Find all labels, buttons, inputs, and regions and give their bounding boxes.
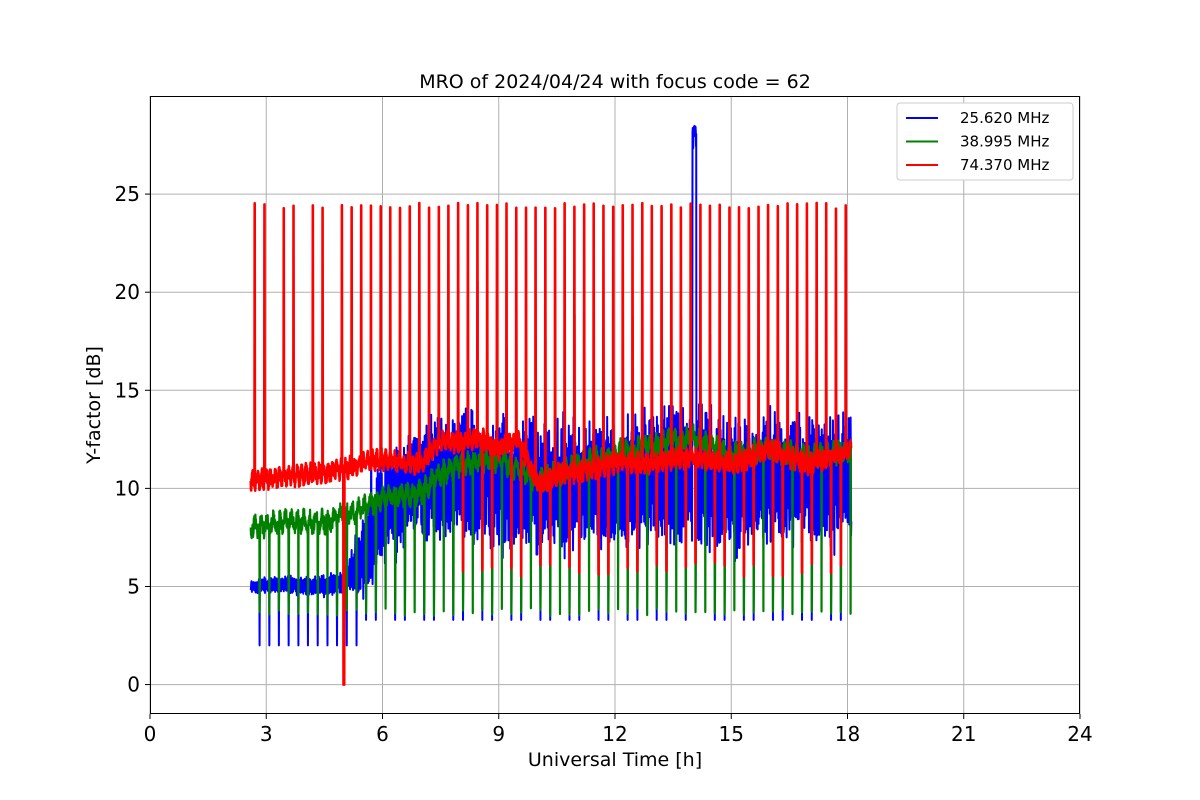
- y-tick-label: 25: [115, 182, 140, 206]
- y-tick-label: 15: [115, 378, 140, 402]
- legend-entry: 25.620 MHz: [960, 109, 1049, 127]
- x-axis: 0 3 6 9 12 15 18 21 24: [144, 714, 1093, 746]
- y-axis: 0 5 10 15 20 25: [115, 182, 150, 697]
- legend-entry: 38.995 MHz: [960, 133, 1049, 151]
- series-line-25620: [249, 124, 853, 647]
- x-axis-label: Universal Time [h]: [528, 749, 702, 771]
- x-tick-label: 24: [1067, 722, 1092, 746]
- x-tick-label: 18: [835, 722, 860, 746]
- legend-box: [896, 102, 1074, 181]
- x-tick-label: 0: [144, 722, 157, 746]
- y-tick-label: 10: [115, 476, 140, 500]
- y-tick-label: 20: [115, 280, 140, 304]
- chart-title: MRO of 2024/04/24 with focus code = 62: [419, 71, 811, 93]
- legend[interactable]: 25.620 MHz 38.995 MHz 74.370 MHz: [896, 102, 1074, 181]
- y-tick-label: 0: [127, 673, 140, 697]
- x-tick-label: 3: [260, 722, 273, 746]
- y-axis-label: Y-factor [dB]: [83, 346, 105, 465]
- plot-frame: [150, 96, 1080, 714]
- x-tick-label: 21: [951, 722, 976, 746]
- x-tick-label: 12: [602, 722, 627, 746]
- legend-entry: 74.370 MHz: [960, 156, 1049, 174]
- x-tick-label: 6: [376, 722, 389, 746]
- plot-area: [249, 124, 853, 686]
- y-tick-label: 5: [127, 574, 140, 598]
- x-tick-label: 15: [719, 722, 744, 746]
- x-tick-label: 9: [492, 722, 505, 746]
- series-line-74370: [249, 201, 853, 686]
